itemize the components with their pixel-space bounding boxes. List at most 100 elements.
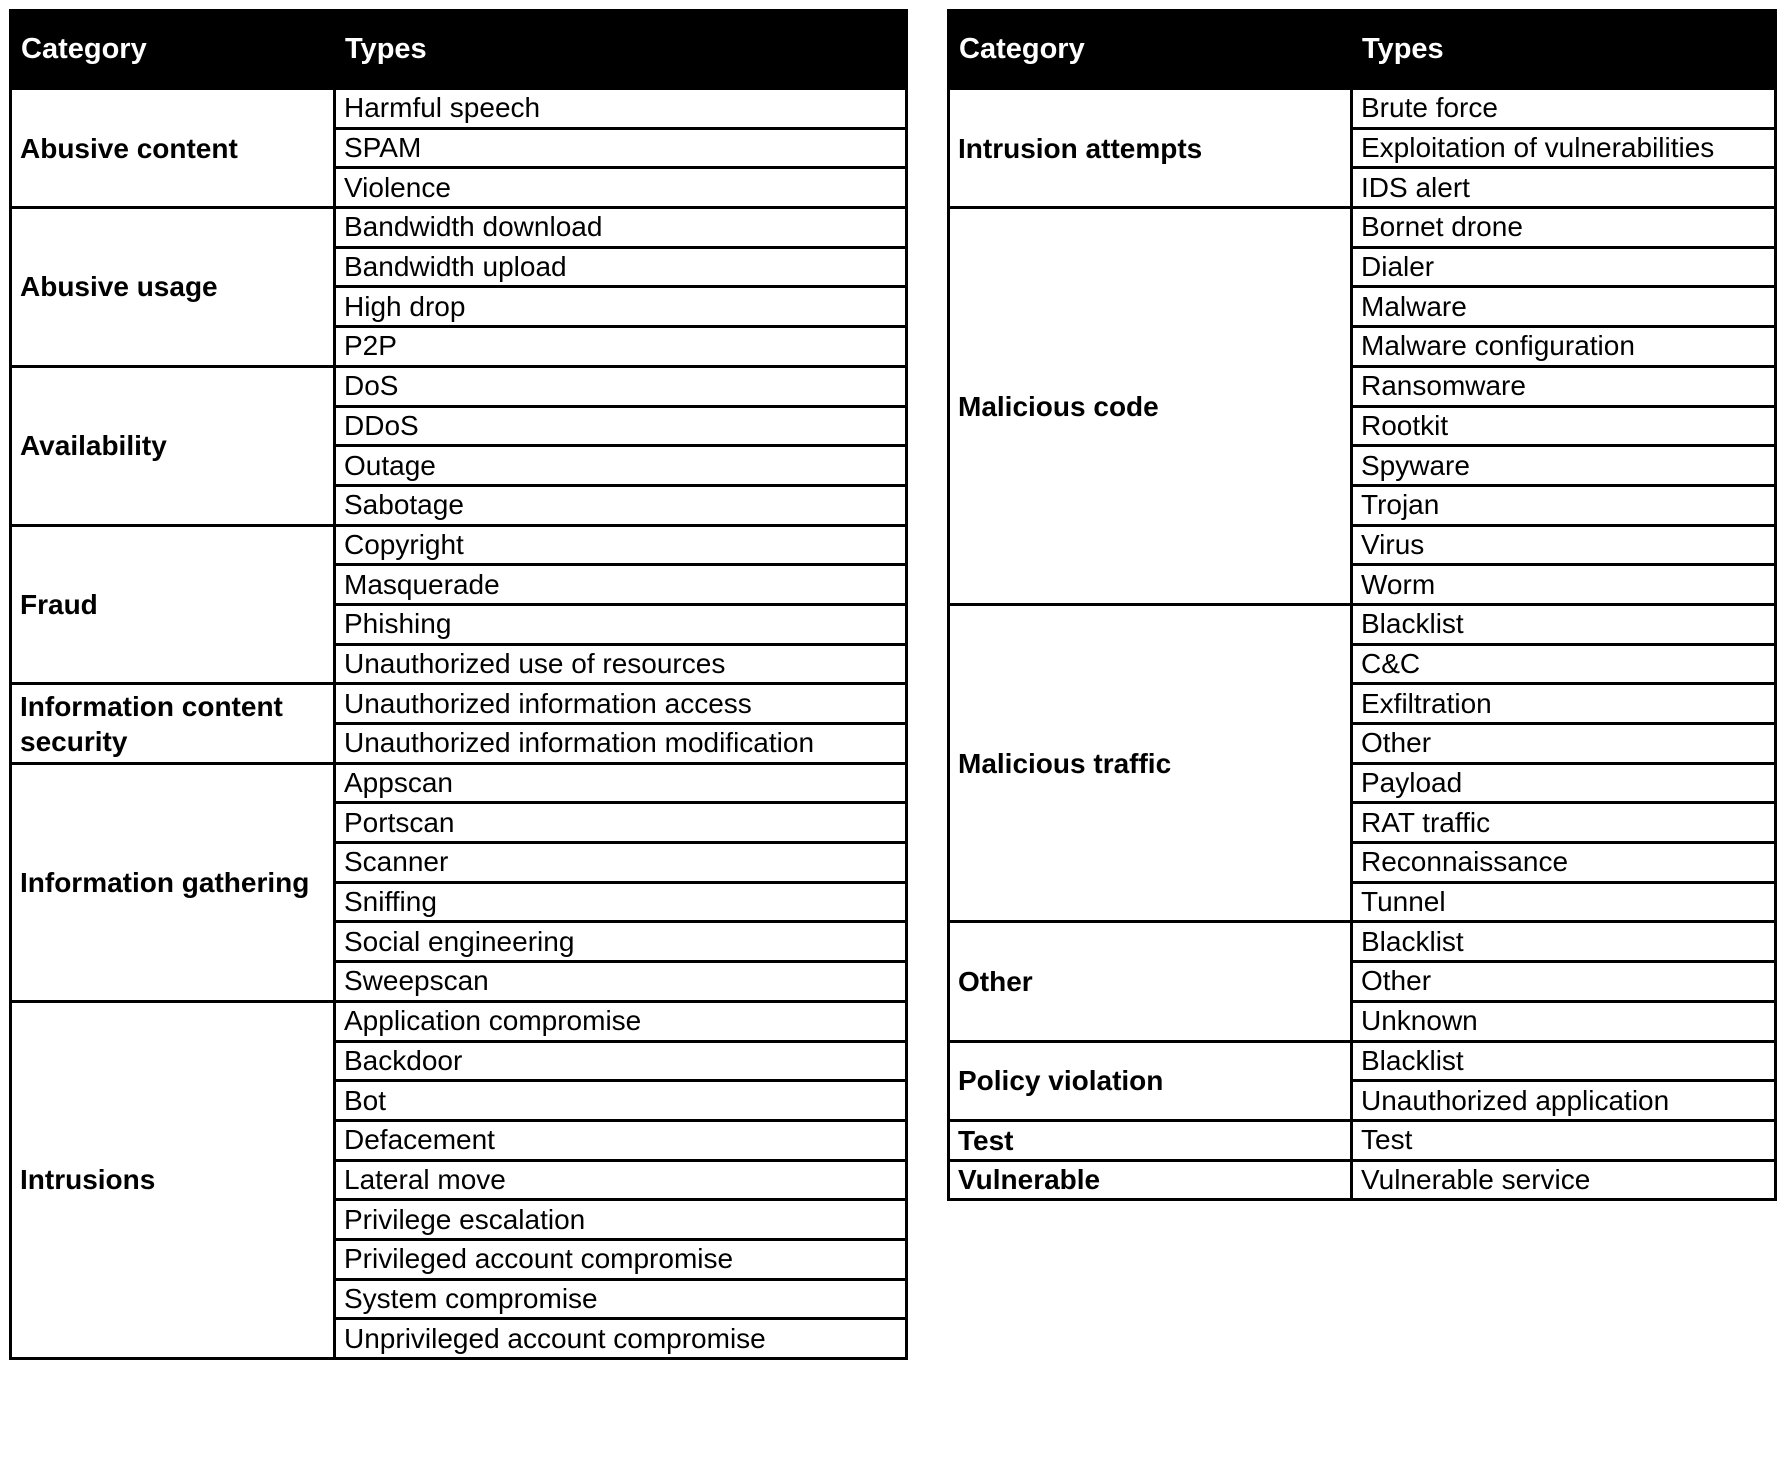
table-row: Dialer <box>949 245 1777 289</box>
table-row: Unauthorized information modification <box>11 722 908 765</box>
type-cell: Blacklist <box>1350 920 1777 964</box>
category-cell: Abusive usage <box>9 206 336 368</box>
type-cell: Outage <box>333 444 908 487</box>
table-row: P2P <box>11 325 908 368</box>
type-cell: RAT traffic <box>1350 801 1777 845</box>
table-row: Bandwidth upload <box>11 245 908 289</box>
type-cell: Spyware <box>1350 444 1777 487</box>
table-row: Abusive content Harmful speech <box>9 86 908 210</box>
type-cell: Blacklist <box>1350 1039 1777 1083</box>
table-row: Unauthorized application <box>949 1079 1777 1122</box>
category-cell: Intrusions <box>9 999 336 1361</box>
category-cell: Other <box>947 920 1353 1043</box>
category-cell: Abusive content <box>9 86 336 210</box>
table-row: Portscan <box>11 801 908 845</box>
table-row: SPAM <box>11 126 908 170</box>
type-cell: Exfiltration <box>1350 682 1777 725</box>
table-row: Information gathering Appscan <box>9 761 908 1003</box>
type-cell: C&C <box>1350 642 1777 686</box>
table-row: Privilege escalation <box>11 1198 908 1241</box>
type-cell: Unknown <box>1350 999 1777 1043</box>
table-row: Worm <box>949 563 1777 606</box>
type-cell: Harmful speech <box>333 87 908 130</box>
type-cell: Worm <box>1350 563 1777 606</box>
category-cell: Intrusion attempts <box>947 86 1353 210</box>
table-row: Abusive usage Bandwidth download <box>9 206 908 368</box>
table-row: Lateral move <box>11 1158 908 1202</box>
table-row: Unprivileged account compromise <box>11 1317 908 1360</box>
type-cell: Sabotage <box>333 483 908 527</box>
table-row: Reconnaissance <box>949 841 1777 884</box>
category-cell: Policy violation <box>947 1039 1353 1122</box>
category-cell: Information gathering <box>9 761 336 1003</box>
category-cell: Malicious code <box>947 206 1353 606</box>
category-cell: Vulnerable <box>947 1158 1353 1202</box>
table-row: Violence <box>11 166 908 210</box>
type-cell: Portscan <box>333 801 908 845</box>
type-cell: Trojan <box>1350 483 1777 527</box>
type-cell: P2P <box>333 325 908 368</box>
type-cell: Brute force <box>1350 87 1777 130</box>
table-row: Malware configuration <box>949 325 1777 368</box>
type-cell: Violence <box>333 166 908 210</box>
type-cell: Phishing <box>333 602 908 646</box>
header-row: Category Types <box>9 9 908 90</box>
category-table-left: Category Types Abusive content Harmful sp… <box>9 9 908 1361</box>
type-cell: High drop <box>333 285 908 329</box>
table-row: Spyware <box>949 444 1777 487</box>
table-row: Exfiltration <box>949 682 1777 725</box>
type-cell: Ransomware <box>1350 364 1777 408</box>
category-cell: Test <box>947 1118 1353 1162</box>
table-row: Trojan <box>949 483 1777 527</box>
table-row: Outage <box>11 444 908 487</box>
type-cell: Lateral move <box>333 1158 908 1202</box>
table-row: Malicious code Bornet drone <box>947 206 1777 606</box>
table-row: Backdoor <box>11 1039 908 1083</box>
table-row: Unknown <box>949 999 1777 1043</box>
type-cell: Privilege escalation <box>333 1198 908 1241</box>
table-row: Other <box>949 722 1777 765</box>
category-cell: Availability <box>9 364 336 527</box>
table-row: Policy violation Blacklist <box>947 1039 1777 1122</box>
type-cell: Virus <box>1350 523 1777 567</box>
type-cell: Privileged account compromise <box>333 1237 908 1281</box>
table-row: Rootkit <box>949 404 1777 448</box>
table-row: RAT traffic <box>949 801 1777 845</box>
type-cell: Exploitation of vulnerabilities <box>1350 126 1777 170</box>
type-cell: Payload <box>1350 761 1777 805</box>
table-row: Information content security Unauthorized… <box>9 682 908 765</box>
table-row: Bot <box>11 1079 908 1122</box>
table-row: Sabotage <box>11 483 908 527</box>
header-row: Category Types <box>947 9 1777 90</box>
type-cell: Masquerade <box>333 563 908 606</box>
type-cell: DoS <box>333 364 908 408</box>
type-cell: Malware configuration <box>1350 325 1777 368</box>
type-cell: System compromise <box>333 1277 908 1321</box>
table-row: Sniffing <box>11 880 908 924</box>
type-cell: Rootkit <box>1350 404 1777 448</box>
table-row: Fraud Copyright <box>9 523 908 686</box>
type-cell: Malware <box>1350 285 1777 329</box>
type-cell: Unauthorized application <box>1350 1079 1777 1122</box>
table-row: DDoS <box>11 404 908 448</box>
table-row: Malware <box>949 285 1777 329</box>
type-cell: IDS alert <box>1350 166 1777 210</box>
table-row: Intrusion attempts Brute force <box>947 86 1777 210</box>
table-row: System compromise <box>11 1277 908 1321</box>
table-row: Payload <box>949 761 1777 805</box>
table-row: Malicious traffic Blacklist <box>947 602 1777 924</box>
table-row: Social engineering <box>11 920 908 964</box>
type-cell: Blacklist <box>1350 602 1777 646</box>
type-cell: Application compromise <box>333 999 908 1043</box>
category-cell: Fraud <box>9 523 336 686</box>
header-types: Types <box>333 9 908 90</box>
type-cell: Bot <box>333 1079 908 1122</box>
type-cell: Vulnerable service <box>1350 1158 1777 1202</box>
table-row: C&C <box>949 642 1777 686</box>
type-cell: Other <box>1350 722 1777 765</box>
table-row: Exploitation of vulnerabilities <box>949 126 1777 170</box>
type-cell: Tunnel <box>1350 880 1777 924</box>
category-cell: Information content security <box>9 682 336 765</box>
table-row: Intrusions Application compromise <box>9 999 908 1361</box>
type-cell: Social engineering <box>333 920 908 964</box>
